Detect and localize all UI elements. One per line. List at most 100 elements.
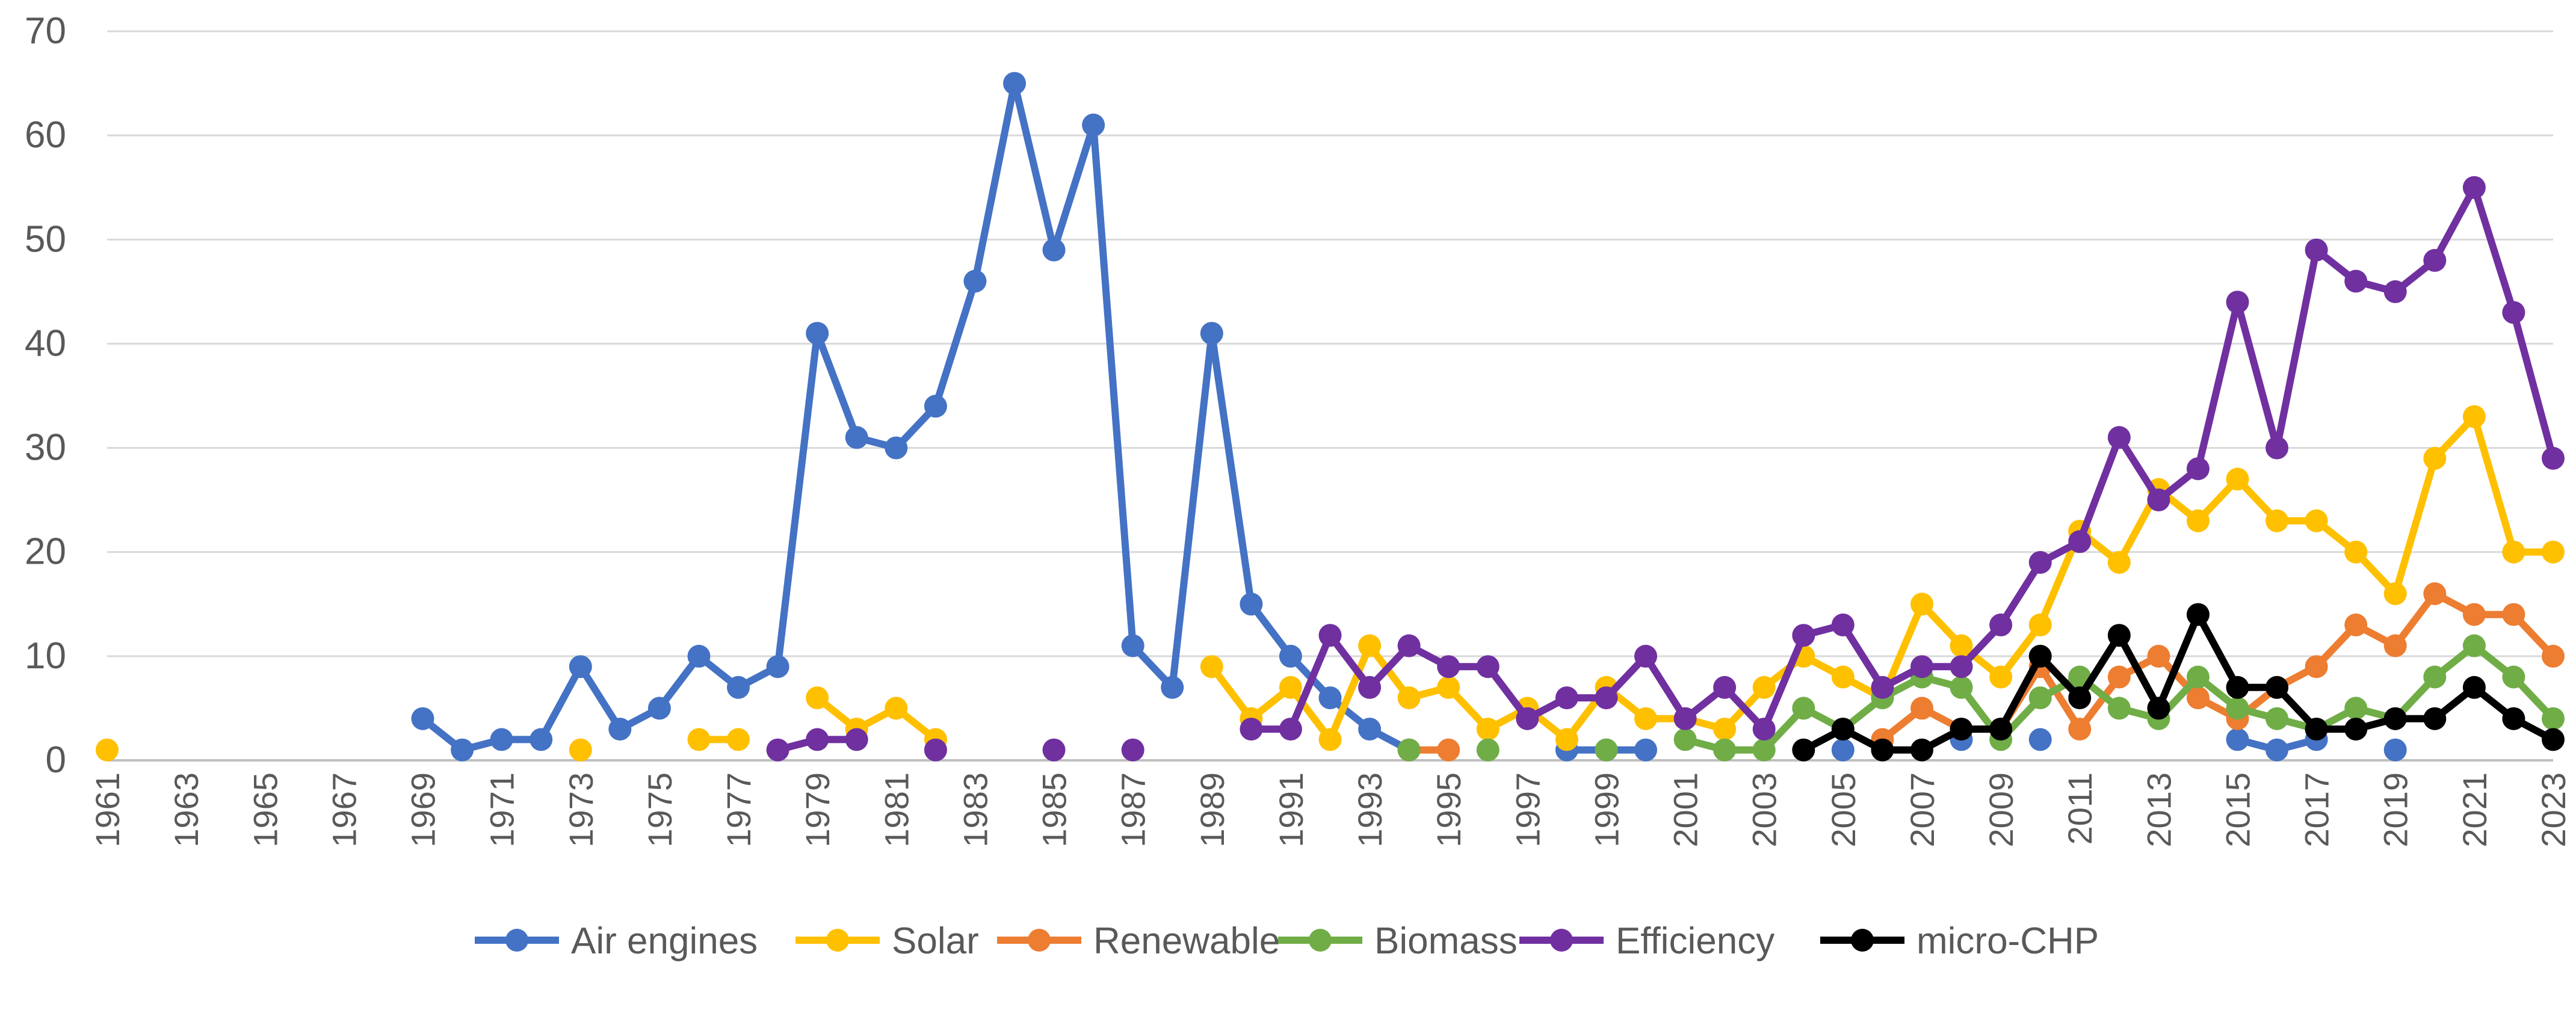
data-point: [608, 718, 632, 741]
data-point: [727, 728, 750, 751]
data-point: [1673, 707, 1697, 730]
data-point: [2028, 686, 2052, 710]
x-tick-label: 1975: [641, 772, 679, 848]
data-point: [2266, 707, 2288, 730]
data-point: [96, 738, 119, 762]
data-point: [2542, 446, 2565, 470]
data-point: [806, 322, 829, 345]
data-point: [1595, 686, 1618, 710]
data-point: [2502, 301, 2525, 324]
x-tick-label: 1977: [720, 772, 758, 848]
data-point: [1871, 738, 1894, 762]
data-point: [2266, 738, 2288, 762]
data-point: [2423, 665, 2447, 689]
data-point: [2305, 238, 2328, 262]
data-point: [924, 738, 947, 762]
data-point: [1871, 676, 1894, 699]
data-point: [1989, 718, 2013, 741]
data-point: [2344, 540, 2368, 564]
data-point: [1318, 728, 1342, 751]
legend-swatch-marker: [505, 929, 528, 952]
data-point: [806, 686, 829, 710]
x-tick-label: 2023: [2534, 772, 2572, 848]
data-point: [1279, 644, 1302, 668]
data-point: [2226, 291, 2249, 314]
data-point: [1713, 738, 1737, 762]
data-point: [1397, 738, 1421, 762]
data-point: [1358, 634, 1382, 657]
data-point: [569, 655, 592, 679]
data-point: [1476, 655, 1500, 679]
data-point: [1437, 655, 1460, 679]
x-tick-label: 2013: [2140, 772, 2178, 848]
data-point: [2028, 644, 2052, 668]
x-tick-label: 2015: [2219, 772, 2256, 848]
data-point: [2344, 269, 2368, 293]
data-point: [2423, 248, 2447, 272]
x-tick-label: 1967: [325, 772, 363, 848]
x-tick-label: 1999: [1587, 772, 1625, 848]
data-point: [2542, 707, 2565, 730]
data-point: [1713, 676, 1737, 699]
data-point: [1042, 238, 1066, 262]
data-point: [1910, 655, 1933, 679]
data-point: [1476, 738, 1500, 762]
data-point: [1397, 634, 1421, 657]
y-tick-label: 60: [25, 114, 66, 156]
series-efficiency: [766, 176, 2565, 762]
data-point: [2502, 665, 2525, 689]
legend-swatch-marker: [1851, 929, 1874, 952]
legend-swatch-marker: [1028, 929, 1051, 952]
series-line: [1247, 183, 2557, 733]
data-point: [2266, 676, 2288, 699]
x-tick-label: 2019: [2377, 772, 2415, 848]
plot-area: [96, 72, 2565, 762]
data-point: [1950, 718, 1973, 741]
legend-label: Biomass: [1374, 920, 1518, 962]
data-point: [1752, 738, 1776, 762]
data-point: [2462, 405, 2486, 428]
y-tick-label: 40: [25, 322, 66, 364]
x-tick-label: 1993: [1351, 772, 1389, 848]
data-point: [1752, 718, 1776, 741]
data-point: [1437, 738, 1460, 762]
data-point: [766, 655, 789, 679]
data-point: [766, 738, 789, 762]
legend-swatch-marker: [1309, 929, 1332, 952]
data-point: [451, 738, 474, 762]
x-tick-label: 1989: [1193, 772, 1231, 848]
legend-item: Biomass: [1278, 920, 1518, 962]
x-tick-label: 2007: [1903, 772, 1941, 848]
y-tick-label: 30: [25, 427, 66, 469]
y-tick-label: 50: [25, 218, 66, 260]
legend: Air engines Solar Renewable Biomass Efficien…: [475, 920, 2099, 962]
y-axis: 0 10 20 30 40 50 60 70: [25, 10, 66, 781]
data-point: [2542, 644, 2565, 668]
legend-item: micro-CHP: [1820, 920, 2099, 962]
data-point: [1792, 738, 1815, 762]
data-point: [2502, 707, 2525, 730]
x-tick-label: 1987: [1114, 772, 1152, 848]
data-point: [1950, 634, 1973, 657]
legend-label: Air engines: [571, 920, 758, 962]
data-point: [2147, 644, 2170, 668]
gridlines: [107, 30, 2553, 762]
data-point: [2147, 488, 2170, 512]
data-point: [2462, 176, 2486, 199]
x-tick-label: 1971: [483, 772, 521, 848]
data-point: [1910, 738, 1933, 762]
data-point: [2383, 634, 2407, 657]
data-point: [2344, 718, 2368, 741]
data-point: [1397, 686, 1421, 710]
x-tick-label: 1963: [167, 772, 205, 848]
data-point: [2344, 613, 2368, 636]
data-point: [1121, 634, 1144, 657]
legend-item: Air engines: [475, 920, 758, 962]
x-tick-label: 1965: [246, 772, 284, 848]
data-point: [2305, 718, 2328, 741]
data-point: [2186, 603, 2210, 626]
data-point: [2383, 280, 2407, 303]
data-point: [2068, 718, 2092, 741]
data-point: [1595, 738, 1618, 762]
data-point: [1792, 697, 1815, 720]
